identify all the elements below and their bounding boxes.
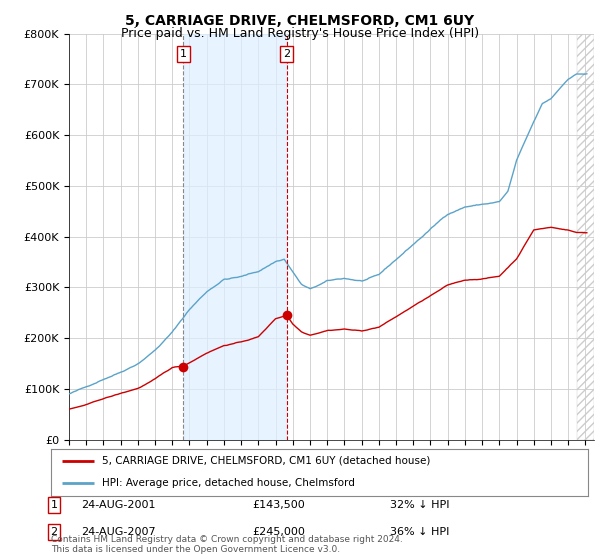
Text: 24-AUG-2007: 24-AUG-2007 bbox=[81, 527, 155, 537]
Text: Price paid vs. HM Land Registry's House Price Index (HPI): Price paid vs. HM Land Registry's House … bbox=[121, 27, 479, 40]
Text: 32% ↓ HPI: 32% ↓ HPI bbox=[390, 500, 449, 510]
Text: 2: 2 bbox=[50, 527, 58, 537]
Text: 5, CARRIAGE DRIVE, CHELMSFORD, CM1 6UY (detached house): 5, CARRIAGE DRIVE, CHELMSFORD, CM1 6UY (… bbox=[102, 456, 430, 466]
Text: 1: 1 bbox=[180, 49, 187, 59]
Text: £245,000: £245,000 bbox=[252, 527, 305, 537]
Text: HPI: Average price, detached house, Chelmsford: HPI: Average price, detached house, Chel… bbox=[102, 478, 355, 488]
Text: 2: 2 bbox=[283, 49, 290, 59]
Text: 24-AUG-2001: 24-AUG-2001 bbox=[81, 500, 155, 510]
Text: 36% ↓ HPI: 36% ↓ HPI bbox=[390, 527, 449, 537]
Text: Contains HM Land Registry data © Crown copyright and database right 2024.
This d: Contains HM Land Registry data © Crown c… bbox=[51, 535, 403, 554]
Text: 5, CARRIAGE DRIVE, CHELMSFORD, CM1 6UY: 5, CARRIAGE DRIVE, CHELMSFORD, CM1 6UY bbox=[125, 14, 475, 28]
Text: 1: 1 bbox=[50, 500, 58, 510]
Text: £143,500: £143,500 bbox=[252, 500, 305, 510]
